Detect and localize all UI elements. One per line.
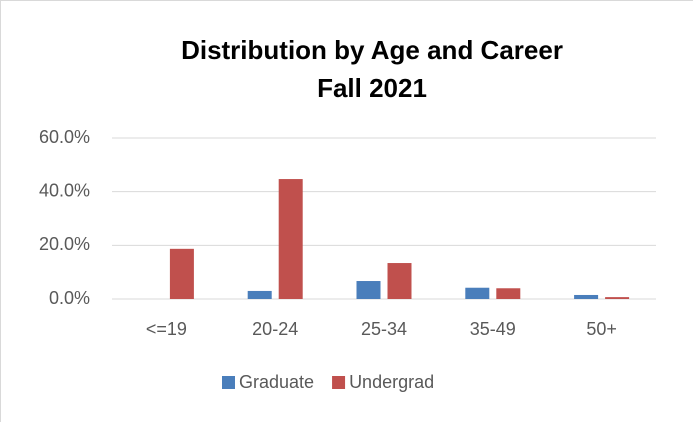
legend-swatch (332, 376, 346, 389)
x-tick-label: <=19 (146, 319, 187, 339)
chart-title: Distribution by Age and Career (181, 35, 563, 65)
bar (356, 281, 381, 299)
bar (496, 288, 521, 299)
chart-subtitle: Fall 2021 (317, 73, 427, 103)
legend-label: Undergrad (349, 372, 434, 392)
bar (387, 263, 412, 299)
x-tick-label: 35-49 (470, 319, 516, 339)
x-tick-label: 20-24 (252, 319, 298, 339)
y-tick-label: 40.0% (39, 180, 90, 200)
bar (247, 290, 272, 299)
x-tick-label: 25-34 (361, 319, 407, 339)
bar (465, 287, 490, 299)
legend-swatch (222, 376, 235, 389)
y-tick-label: 0.0% (49, 288, 90, 308)
legend-label: Graduate (239, 372, 314, 392)
y-tick-label: 60.0% (39, 127, 90, 147)
bar (278, 179, 303, 299)
bar (574, 294, 599, 299)
bar (605, 297, 630, 299)
x-tick-label: 50+ (586, 319, 617, 339)
y-tick-label: 20.0% (39, 234, 90, 254)
bar (169, 248, 194, 299)
